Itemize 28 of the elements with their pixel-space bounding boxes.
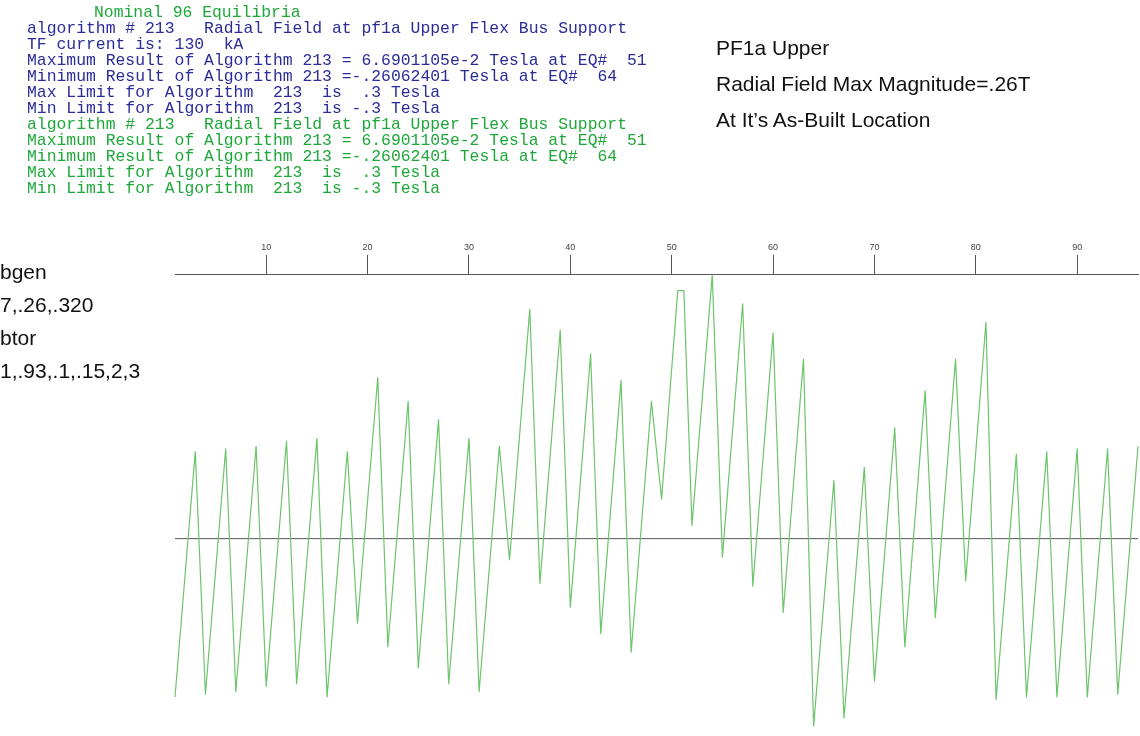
text: Radial Field Max Magnitude=.26T <box>716 71 1031 97</box>
text: Minimum Result of Algorithm 213 =-.26062401 Tesla at EQ# 64 <box>27 147 618 166</box>
text: Minimum Result of Algorithm 213 =-.26062401 Tesla at EQ# 64 <box>27 67 618 86</box>
text: PF1a Upper <box>716 35 830 61</box>
text: TF current is: 130 kA <box>27 35 244 54</box>
text: 1,.93,.1,.15,2,3 <box>0 358 141 384</box>
text: algorithm # 213 Radial Field at pf1a Upper Flex Bus Support <box>27 115 627 134</box>
text: Maximum Result of Algorithm 213 = 6.6901105e-2 Tesla at EQ# 51 <box>27 131 647 150</box>
text: algorithm # 213 Radial Field at pf1a Upper Flex Bus Support <box>27 19 627 38</box>
text: Max Limit for Algorithm 213 is .3 Tesla <box>27 83 441 102</box>
text: Maximum Result of Algorithm 213 = 6.6901105e-2 Tesla at EQ# 51 <box>27 51 647 70</box>
text: Min Limit for Algorithm 213 is -.3 Tesla <box>27 99 441 118</box>
text: bgen <box>0 259 47 285</box>
x-tick-label: 20 <box>362 241 373 252</box>
text: Min Limit for Algorithm 213 is -.3 Tesla <box>27 179 441 198</box>
x-tick-label: 40 <box>565 241 576 252</box>
text: At It’s As-Built Location <box>716 107 931 133</box>
x-tick-label: 60 <box>768 241 779 252</box>
x-tick-label: 10 <box>261 241 272 252</box>
chart-title: Nominal 96 Equilibria <box>94 3 301 22</box>
text: btor <box>0 325 37 351</box>
x-tick-label: 90 <box>1072 241 1083 252</box>
text: 7,.26,.320 <box>0 292 94 318</box>
x-tick-label: 50 <box>666 241 677 252</box>
x-tick-label: 70 <box>869 241 880 252</box>
x-tick-label: 80 <box>970 241 981 252</box>
text: Max Limit for Algorithm 213 is .3 Tesla <box>27 163 441 182</box>
x-tick-label: 30 <box>463 241 474 252</box>
